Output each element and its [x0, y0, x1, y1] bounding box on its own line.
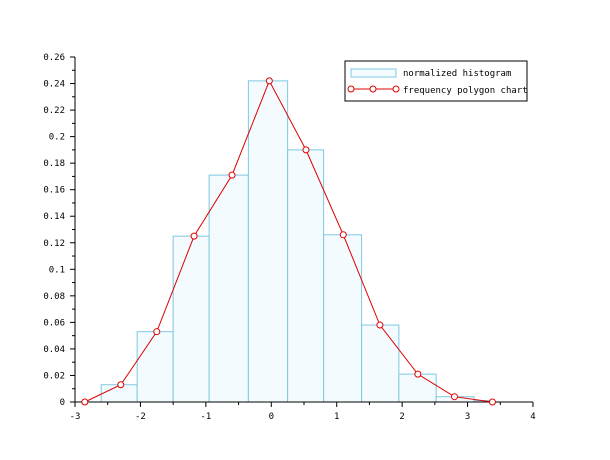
y-tick-label: 0.04: [43, 345, 65, 355]
histogram-bar: [208, 174, 249, 403]
polygon-point: [302, 146, 310, 154]
y-tick-label: 0.18: [43, 159, 65, 169]
histogram-bar: [136, 331, 174, 403]
y-tick-label: 0.16: [43, 186, 65, 196]
legend-polygon-marker: [392, 85, 400, 93]
x-tick-label: 3: [465, 412, 470, 422]
y-tick-label: 0.24: [43, 80, 65, 90]
x-tick-label: -2: [135, 412, 146, 422]
legend-polygon-marker: [369, 85, 377, 93]
y-tick-label: 0.14: [43, 212, 65, 222]
histogram-bars: [100, 80, 495, 403]
y-tick-label: 0.22: [43, 106, 65, 116]
x-tick-label: 1: [334, 412, 339, 422]
legend-histogram-label: normalized histogram: [403, 69, 511, 79]
polygon-point: [81, 398, 89, 406]
y-tick-label: 0: [60, 398, 65, 408]
polygon-point: [190, 232, 198, 240]
legend-polygon-marker: [347, 85, 355, 93]
y-tick-label: 0.1: [49, 265, 65, 275]
polygon-point: [153, 328, 161, 336]
polygon-point: [265, 77, 273, 85]
y-tick-label: 0.02: [43, 371, 65, 381]
polygon-line: [84, 79, 493, 403]
legend-histogram-swatch: [350, 68, 397, 78]
polygon-point: [117, 381, 125, 389]
y-tick-label: 0.26: [43, 53, 65, 63]
histogram-bar: [398, 373, 437, 403]
axes: -3 -2 -1 0 1 2 3 4 0 0.02 0.04 0.06 0.08 0.1 0.12 0.14 0…: [43, 53, 535, 422]
y-tick-label: 0.08: [43, 292, 65, 302]
legend-polygon-label: frequency polygon chart: [403, 86, 528, 96]
x-tick-label: -3: [70, 412, 81, 422]
y-tick-label: 0.06: [43, 318, 65, 328]
legend-box: [344, 60, 528, 102]
polygon-point: [488, 398, 496, 406]
histogram-bar: [287, 149, 325, 403]
polygon-point: [450, 393, 458, 401]
histogram-bar: [361, 324, 400, 403]
polygon-point: [228, 171, 236, 179]
histogram-bar: [172, 235, 210, 403]
x-tick-label: 4: [530, 412, 535, 422]
y-tick-label: 0.2: [49, 133, 65, 143]
x-tick-label: 0: [269, 412, 274, 422]
histogram-bar: [323, 234, 363, 403]
legend: normalized histogram frequency polygon c…: [344, 60, 528, 102]
polygon-point: [376, 321, 384, 329]
histogram-bar: [247, 80, 289, 403]
x-tick-label: 2: [399, 412, 404, 422]
frequency-polygon: [81, 77, 496, 406]
polygon-point: [414, 370, 422, 378]
y-tick-label: 0.12: [43, 239, 65, 249]
x-tick-label: -1: [200, 412, 211, 422]
polygon-point: [339, 231, 347, 239]
